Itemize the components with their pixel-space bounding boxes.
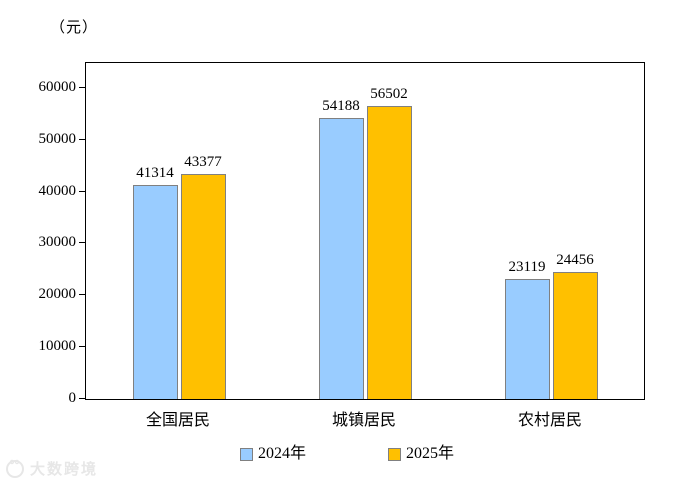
y-tick-mark	[79, 346, 85, 348]
y-tick-mark	[79, 190, 85, 192]
bar-value-label: 23119	[508, 259, 546, 275]
bar-2025年-农村居民	[552, 272, 598, 399]
y-tick-mark	[79, 294, 85, 296]
y-tick-mark	[79, 242, 85, 244]
bar-2025年-城镇居民	[366, 106, 412, 399]
y-tick-label: 50000	[38, 130, 77, 147]
bar-value-label: 54188	[322, 98, 360, 114]
legend-label: 2025年	[406, 445, 455, 462]
bar-2024年-城镇居民	[318, 118, 364, 399]
bar-value-label: 43377	[184, 154, 222, 170]
legend-label: 2024年	[257, 445, 306, 462]
watermark-logo-icon	[6, 459, 24, 478]
y-tick-label: 20000	[38, 286, 77, 303]
x-category-label: 全国居民	[145, 412, 210, 429]
y-axis-unit-label: （元）	[50, 20, 99, 36]
legend-item-2025年: 2025年	[388, 446, 454, 462]
y-tick-label: 10000	[38, 338, 77, 355]
y-tick-mark	[79, 86, 85, 88]
x-category-label: 城镇居民	[331, 412, 396, 429]
y-tick-label: 0	[68, 390, 77, 406]
watermark-text: 大数跨境	[30, 461, 99, 478]
x-category-label: 农村居民	[517, 412, 582, 429]
bar-value-label: 41314	[136, 165, 174, 181]
bar-value-label: 24456	[556, 252, 594, 268]
y-tick-label: 40000	[38, 182, 77, 199]
watermark: 大数跨境	[4, 457, 98, 479]
y-tick-label: 30000	[38, 234, 77, 251]
bar-2024年-全国居民	[132, 185, 178, 399]
bar-2025年-全国居民	[180, 174, 226, 399]
y-tick-mark	[79, 138, 85, 140]
y-tick-label: 60000	[38, 78, 77, 95]
bar-value-label: 56502	[370, 86, 408, 102]
legend-swatch	[239, 447, 253, 461]
legend-item-2024年: 2024年	[239, 445, 306, 462]
y-tick-mark	[79, 398, 85, 399]
chart-legend: 2024年 2025年	[0, 446, 694, 462]
legend-swatch	[388, 447, 401, 461]
bar-2024年-农村居民	[504, 279, 550, 399]
plot-area: 41314 43377 54188 56502 23119 24456	[85, 62, 645, 400]
